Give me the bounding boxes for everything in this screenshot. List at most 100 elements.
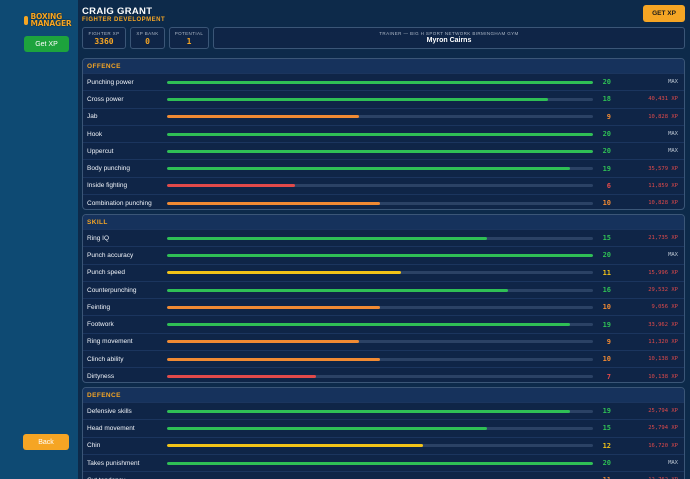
upgrade-cost[interactable]: 10,138 XP: [648, 373, 678, 380]
attribute-level: 20: [602, 459, 611, 468]
attribute-progress-fill: [167, 340, 359, 344]
attribute-row[interactable]: Jab 9 10,828 XP: [83, 107, 684, 125]
attribute-progress-fill: [167, 271, 402, 275]
attribute-row[interactable]: Punch accuracy 20 MAX: [83, 246, 684, 263]
attribute-row[interactable]: Inside fighting 6 11,859 XP: [83, 176, 684, 194]
upgrade-cost[interactable]: 11,859 XP: [648, 182, 678, 189]
attribute-name: Takes punishment: [87, 459, 140, 467]
attribute-name: Counterpunching: [87, 286, 137, 294]
attribute-name: Feinting: [87, 303, 111, 311]
attribute-level: 18: [602, 95, 611, 104]
attribute-name: Cross power: [87, 95, 124, 103]
upgrade-cost[interactable]: 29,532 XP: [648, 287, 678, 294]
upgrade-cost[interactable]: 12,762 XP: [648, 477, 678, 479]
attribute-row[interactable]: Counterpunching 16 29,532 XP: [83, 280, 684, 298]
attribute-level: 11: [602, 268, 611, 277]
upgrade-cost[interactable]: 10,828 XP: [648, 200, 678, 207]
section-defence: DEFENCE Defensive skills 19 25,794 XP Head m…: [82, 387, 685, 479]
glove-icon: [24, 15, 29, 25]
attribute-progress-track: [167, 167, 593, 171]
upgrade-cost[interactable]: 15,996 XP: [648, 269, 678, 276]
upgrade-cost[interactable]: 10,138 XP: [648, 356, 678, 363]
attribute-progress-track: [167, 253, 593, 257]
xp-bank-label: XP BANK: [136, 31, 159, 36]
attribute-progress-fill: [167, 149, 593, 153]
attribute-row[interactable]: Footwork 19 33,962 XP: [83, 315, 684, 332]
attribute-row[interactable]: Dirtyness 7 10,138 XP: [83, 367, 684, 382]
attribute-name: Body punching: [87, 165, 131, 173]
trainer-name: Myron Cairns: [426, 37, 472, 44]
upgrade-cost: MAX: [668, 148, 678, 155]
attribute-progress-track: [167, 340, 593, 344]
attribute-row[interactable]: Hook 20 MAX: [83, 124, 684, 142]
app-logo[interactable]: BOXING MANAGER: [24, 10, 72, 30]
attribute-row[interactable]: Cross power 18 40,431 XP: [83, 90, 684, 107]
attribute-level: 15: [602, 234, 611, 243]
attribute-progress-track: [167, 201, 593, 205]
trainer-box: TRAINER — BIG H SPORT NETWORK BIRMINGHAM…: [213, 27, 685, 49]
attribute-name: Punching power: [87, 78, 134, 86]
attribute-row[interactable]: Chin 12 16,720 XP: [83, 436, 684, 454]
attribute-level: 9: [606, 337, 611, 346]
attribute-row[interactable]: Feinting 10 9,056 XP: [83, 298, 684, 315]
upgrade-cost[interactable]: 40,431 XP: [648, 96, 678, 103]
attribute-row[interactable]: Body punching 19 35,579 XP: [83, 159, 684, 176]
section-skill: SKILL Ring IQ 15 21,735 XP Punch accuracy 20 M…: [82, 214, 685, 383]
attribute-row[interactable]: Defensive skills 19 25,794 XP: [83, 402, 684, 419]
attribute-level: 10: [602, 199, 611, 208]
potential-value: 1: [186, 37, 192, 46]
attribute-progress-track: [167, 236, 593, 240]
attribute-row[interactable]: Cut tendency 11 12,762 XP: [83, 471, 684, 479]
upgrade-cost[interactable]: 10,828 XP: [648, 113, 678, 120]
upgrade-cost[interactable]: 11,320 XP: [648, 338, 678, 345]
upgrade-cost[interactable]: 25,794 XP: [648, 408, 678, 415]
upgrade-cost[interactable]: 25,794 XP: [648, 425, 678, 432]
attribute-name: Jab: [87, 113, 98, 121]
upgrade-cost[interactable]: 21,735 XP: [648, 235, 678, 242]
attribute-row[interactable]: Uppercut 20 MAX: [83, 142, 684, 159]
attribute-progress-track: [167, 357, 593, 361]
section-title: DEFENCE: [83, 388, 684, 402]
trainer-label: TRAINER — BIG H SPORT NETWORK BIRMINGHAM…: [379, 31, 519, 36]
attribute-progress-fill: [167, 357, 380, 361]
attribute-name: Cut tendency: [87, 477, 125, 479]
attribute-progress-track: [167, 426, 593, 430]
attribute-level: 6: [606, 181, 611, 190]
attribute-progress-fill: [167, 444, 423, 448]
attribute-row[interactable]: Punching power 20 MAX: [83, 73, 684, 90]
attribute-progress-fill: [167, 253, 593, 257]
upgrade-cost: MAX: [668, 252, 678, 259]
attribute-progress-fill: [167, 97, 549, 101]
attribute-row[interactable]: Punch speed 11 15,996 XP: [83, 263, 684, 281]
attribute-progress-track: [167, 97, 593, 101]
attribute-level: 20: [602, 130, 611, 139]
attribute-name: Footwork: [87, 321, 114, 329]
attribute-row[interactable]: Combination punching 10 10,828 XP: [83, 194, 684, 209]
attribute-level: 10: [602, 303, 611, 312]
attribute-progress-fill: [167, 184, 295, 188]
attribute-progress-fill: [167, 409, 570, 413]
upgrade-cost[interactable]: 9,056 XP: [651, 304, 679, 311]
upgrade-cost: MAX: [668, 79, 678, 86]
attribute-row[interactable]: Ring movement 9 11,320 XP: [83, 332, 684, 350]
page-subtitle: FIGHTER DEVELOPMENT: [82, 17, 166, 23]
attribute-progress-fill: [167, 236, 487, 240]
attribute-progress-fill: [167, 426, 487, 430]
attribute-level: 20: [602, 147, 611, 156]
get-xp-sidebar-button[interactable]: Get XP: [24, 36, 69, 52]
back-button[interactable]: Back: [23, 434, 69, 450]
upgrade-cost[interactable]: 33,962 XP: [648, 321, 678, 328]
attribute-progress-track: [167, 115, 593, 119]
section-title: SKILL: [83, 215, 684, 229]
attribute-progress-track: [167, 132, 593, 136]
attribute-name: Hook: [87, 130, 103, 138]
upgrade-cost[interactable]: 16,720 XP: [648, 442, 678, 449]
attribute-level: 19: [602, 320, 611, 329]
get-xp-button[interactable]: GET XP: [643, 5, 685, 22]
attribute-row[interactable]: Takes punishment 20 MAX: [83, 453, 684, 471]
attribute-row[interactable]: Head movement 15 25,794 XP: [83, 419, 684, 436]
attribute-row[interactable]: Ring IQ 15 21,735 XP: [83, 229, 684, 246]
attribute-row[interactable]: Clinch ability 10 10,138 XP: [83, 350, 684, 367]
attribute-progress-track: [167, 323, 593, 327]
upgrade-cost[interactable]: 35,579 XP: [648, 165, 678, 172]
